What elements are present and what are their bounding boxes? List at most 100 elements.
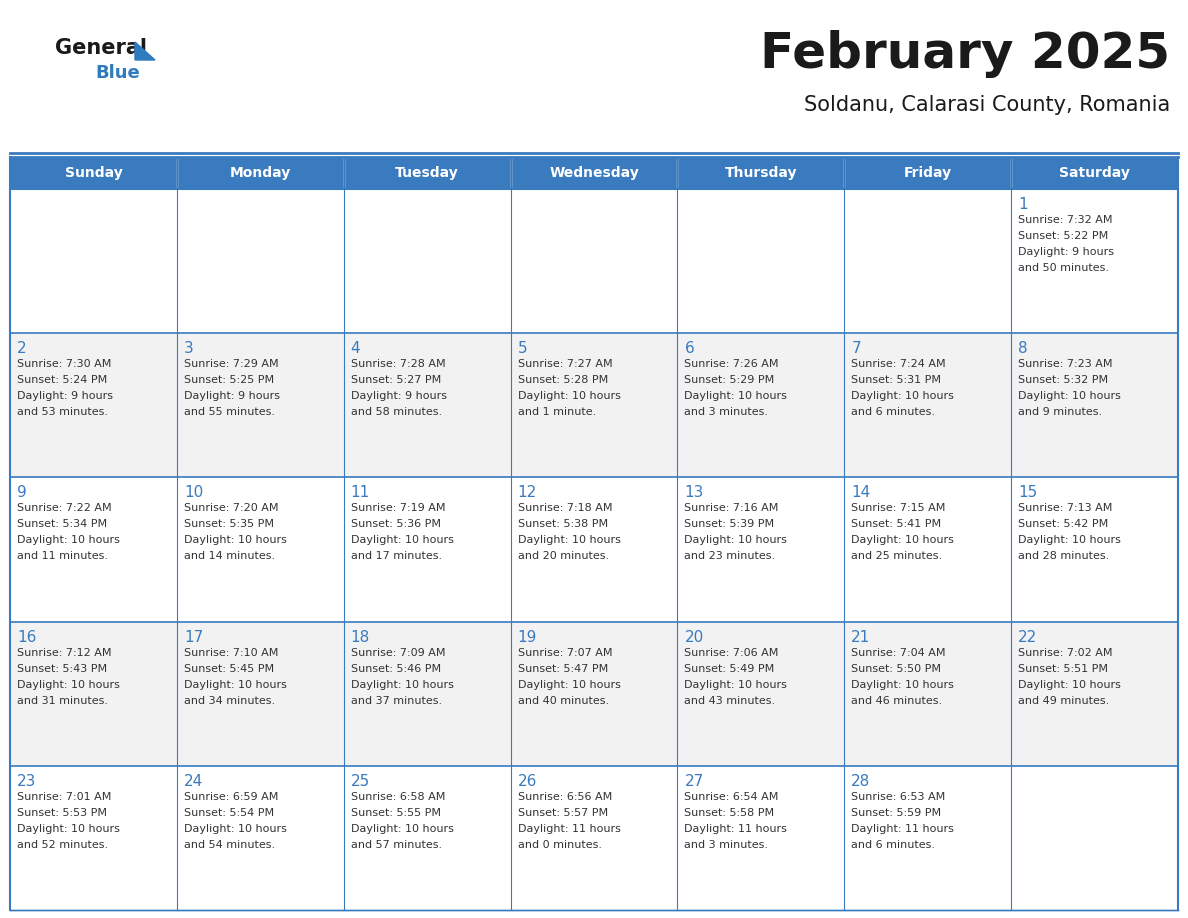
Text: 5: 5: [518, 341, 527, 356]
Text: Daylight: 10 hours: Daylight: 10 hours: [852, 679, 954, 689]
Text: Sunset: 5:54 PM: Sunset: 5:54 PM: [184, 808, 274, 818]
Text: and 17 minutes.: and 17 minutes.: [350, 552, 442, 562]
Text: Sunset: 5:41 PM: Sunset: 5:41 PM: [852, 520, 941, 530]
Bar: [343, 157, 511, 189]
Text: Sunset: 5:42 PM: Sunset: 5:42 PM: [1018, 520, 1108, 530]
Text: 22: 22: [1018, 630, 1037, 644]
Text: Daylight: 10 hours: Daylight: 10 hours: [17, 823, 120, 834]
Bar: [511, 621, 677, 766]
Bar: [677, 189, 845, 333]
Text: Daylight: 9 hours: Daylight: 9 hours: [1018, 247, 1114, 257]
Text: Sunrise: 7:19 AM: Sunrise: 7:19 AM: [350, 503, 446, 513]
Text: and 11 minutes.: and 11 minutes.: [17, 552, 108, 562]
Text: Sunrise: 7:27 AM: Sunrise: 7:27 AM: [518, 359, 612, 369]
Text: and 25 minutes.: and 25 minutes.: [852, 552, 942, 562]
Text: and 3 minutes.: and 3 minutes.: [684, 840, 769, 850]
Bar: [1011, 157, 1178, 189]
Text: 14: 14: [852, 486, 871, 500]
Text: Sunrise: 7:02 AM: Sunrise: 7:02 AM: [1018, 647, 1113, 657]
Text: and 49 minutes.: and 49 minutes.: [1018, 696, 1110, 706]
Bar: [343, 333, 511, 477]
Text: and 50 minutes.: and 50 minutes.: [1018, 263, 1110, 273]
Text: and 46 minutes.: and 46 minutes.: [852, 696, 942, 706]
Text: Sunrise: 7:18 AM: Sunrise: 7:18 AM: [518, 503, 612, 513]
Text: Sunset: 5:47 PM: Sunset: 5:47 PM: [518, 664, 608, 674]
Bar: [677, 477, 845, 621]
Text: Daylight: 11 hours: Daylight: 11 hours: [518, 823, 620, 834]
Text: 16: 16: [17, 630, 37, 644]
Text: and 52 minutes.: and 52 minutes.: [17, 840, 108, 850]
Text: Sunset: 5:31 PM: Sunset: 5:31 PM: [852, 375, 941, 386]
Text: Sunrise: 6:56 AM: Sunrise: 6:56 AM: [518, 792, 612, 801]
Text: Sunrise: 7:20 AM: Sunrise: 7:20 AM: [184, 503, 278, 513]
Text: Sunset: 5:53 PM: Sunset: 5:53 PM: [17, 808, 107, 818]
Bar: [845, 189, 1011, 333]
Text: Sunrise: 7:16 AM: Sunrise: 7:16 AM: [684, 503, 779, 513]
Text: Sunset: 5:28 PM: Sunset: 5:28 PM: [518, 375, 608, 386]
Text: 12: 12: [518, 486, 537, 500]
Text: Sunset: 5:58 PM: Sunset: 5:58 PM: [684, 808, 775, 818]
Text: Sunrise: 7:22 AM: Sunrise: 7:22 AM: [17, 503, 112, 513]
Text: Daylight: 10 hours: Daylight: 10 hours: [1018, 535, 1121, 545]
Text: Sunrise: 7:28 AM: Sunrise: 7:28 AM: [350, 359, 446, 369]
Bar: [343, 766, 511, 910]
Text: and 0 minutes.: and 0 minutes.: [518, 840, 601, 850]
Text: Daylight: 10 hours: Daylight: 10 hours: [17, 535, 120, 545]
Bar: [511, 189, 677, 333]
Text: Daylight: 10 hours: Daylight: 10 hours: [852, 535, 954, 545]
Text: Sunset: 5:36 PM: Sunset: 5:36 PM: [350, 520, 441, 530]
Text: Sunset: 5:50 PM: Sunset: 5:50 PM: [852, 664, 941, 674]
Bar: [177, 766, 343, 910]
Text: and 57 minutes.: and 57 minutes.: [350, 840, 442, 850]
Text: 10: 10: [184, 486, 203, 500]
Text: Sunset: 5:35 PM: Sunset: 5:35 PM: [184, 520, 274, 530]
Bar: [10, 477, 177, 621]
Text: Saturday: Saturday: [1060, 166, 1130, 180]
Text: and 55 minutes.: and 55 minutes.: [184, 408, 274, 417]
Bar: [845, 157, 1011, 189]
Text: Friday: Friday: [904, 166, 952, 180]
Text: Daylight: 9 hours: Daylight: 9 hours: [184, 391, 280, 401]
Text: Sunset: 5:38 PM: Sunset: 5:38 PM: [518, 520, 608, 530]
Text: 4: 4: [350, 341, 360, 356]
Text: Sunrise: 7:01 AM: Sunrise: 7:01 AM: [17, 792, 112, 801]
Text: Sunset: 5:29 PM: Sunset: 5:29 PM: [684, 375, 775, 386]
Text: Sunset: 5:57 PM: Sunset: 5:57 PM: [518, 808, 608, 818]
Text: 24: 24: [184, 774, 203, 789]
Text: Wednesday: Wednesday: [549, 166, 639, 180]
Text: Daylight: 10 hours: Daylight: 10 hours: [852, 391, 954, 401]
Bar: [10, 333, 177, 477]
Text: Sunset: 5:55 PM: Sunset: 5:55 PM: [350, 808, 441, 818]
Bar: [511, 766, 677, 910]
Bar: [845, 766, 1011, 910]
Text: Sunset: 5:22 PM: Sunset: 5:22 PM: [1018, 231, 1108, 241]
Text: 19: 19: [518, 630, 537, 644]
Bar: [845, 333, 1011, 477]
Bar: [677, 621, 845, 766]
Text: Daylight: 10 hours: Daylight: 10 hours: [518, 679, 620, 689]
Text: Daylight: 10 hours: Daylight: 10 hours: [684, 535, 788, 545]
Text: and 3 minutes.: and 3 minutes.: [684, 408, 769, 417]
Text: and 34 minutes.: and 34 minutes.: [184, 696, 274, 706]
Text: 27: 27: [684, 774, 703, 789]
Bar: [1011, 621, 1178, 766]
Text: Sunset: 5:43 PM: Sunset: 5:43 PM: [17, 664, 107, 674]
Text: Daylight: 10 hours: Daylight: 10 hours: [184, 823, 286, 834]
Text: 26: 26: [518, 774, 537, 789]
Text: Daylight: 10 hours: Daylight: 10 hours: [518, 535, 620, 545]
Text: 3: 3: [184, 341, 194, 356]
Text: 8: 8: [1018, 341, 1028, 356]
Polygon shape: [135, 42, 154, 60]
Text: Sunrise: 6:53 AM: Sunrise: 6:53 AM: [852, 792, 946, 801]
Bar: [677, 766, 845, 910]
Text: and 43 minutes.: and 43 minutes.: [684, 696, 776, 706]
Text: Sunrise: 7:06 AM: Sunrise: 7:06 AM: [684, 647, 779, 657]
Text: 1: 1: [1018, 197, 1028, 212]
Text: Sunrise: 6:58 AM: Sunrise: 6:58 AM: [350, 792, 446, 801]
Bar: [177, 189, 343, 333]
Text: 6: 6: [684, 341, 694, 356]
Text: Sunset: 5:39 PM: Sunset: 5:39 PM: [684, 520, 775, 530]
Text: 2: 2: [17, 341, 26, 356]
Text: 17: 17: [184, 630, 203, 644]
Text: 21: 21: [852, 630, 871, 644]
